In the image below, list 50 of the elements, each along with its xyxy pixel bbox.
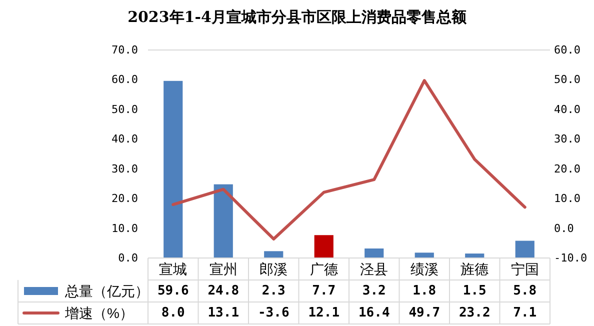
y2-tick-label: 10.0: [554, 192, 580, 206]
y2-tick-label: 30.0: [554, 132, 580, 146]
data-label: 12.1: [308, 306, 340, 320]
data-label: 59.6: [157, 284, 189, 298]
data-label: 49.7: [408, 306, 440, 320]
data-label: 13.1: [208, 306, 240, 320]
data-label: 7.7: [312, 284, 336, 298]
data-label: 23.2: [458, 306, 490, 320]
bar: [314, 235, 334, 258]
data-label: 1.8: [412, 284, 436, 298]
y2-tick-label: 40.0: [554, 102, 580, 116]
data-label: 3.2: [362, 284, 386, 298]
bar: [515, 240, 534, 258]
bar: [264, 251, 284, 258]
y-tick-label: 20.0: [112, 192, 138, 206]
data-label: 7.1: [513, 306, 537, 320]
x-tick-label: 绩溪: [410, 261, 438, 277]
y2-tick-label: 0.0: [554, 222, 574, 235]
y-tick-label: 0.0: [118, 252, 138, 264]
data-label: 8.0: [161, 306, 186, 320]
x-tick-label: 宁国: [510, 261, 539, 277]
y2-tick-label: 20.0: [554, 162, 580, 176]
x-tick-label: 宣州: [209, 261, 238, 277]
y-tick-label: 30.0: [112, 162, 138, 176]
bar: [364, 248, 384, 258]
y-tick-label: 60.0: [112, 73, 138, 86]
y-tick-label: 10.0: [112, 222, 138, 235]
legend-label: 总量（亿元）: [64, 283, 149, 299]
y2-tick-label: 60.0: [554, 44, 580, 56]
bar: [414, 252, 434, 258]
data-label: -3.6: [258, 306, 290, 320]
data-label: 24.8: [208, 284, 240, 298]
data-label: 5.8: [513, 284, 537, 298]
bar: [164, 80, 183, 258]
chart-title: 2023年1-4月宣城市分县市区限上消费品零售总额: [128, 8, 468, 26]
data-label: 16.4: [358, 306, 390, 320]
x-tick-label: 宣城: [159, 261, 188, 277]
data-label: 1.5: [462, 284, 486, 298]
x-tick-label: 旌德: [460, 261, 489, 277]
y2-tick-label: -10.0: [554, 252, 588, 264]
data-label: 2.3: [262, 284, 286, 298]
y-tick-label: 70.0: [112, 44, 138, 56]
x-tick-label: 广德: [310, 261, 338, 277]
y-tick-label: 50.0: [112, 102, 138, 116]
y2-tick-label: 50.0: [554, 73, 580, 86]
y-tick-label: 40.0: [112, 132, 138, 146]
legend-label: 增速（%）: [64, 305, 134, 321]
x-tick-label: 泾县: [360, 261, 388, 277]
x-tick-label: 郎溪: [260, 261, 288, 277]
bar: [214, 184, 233, 258]
